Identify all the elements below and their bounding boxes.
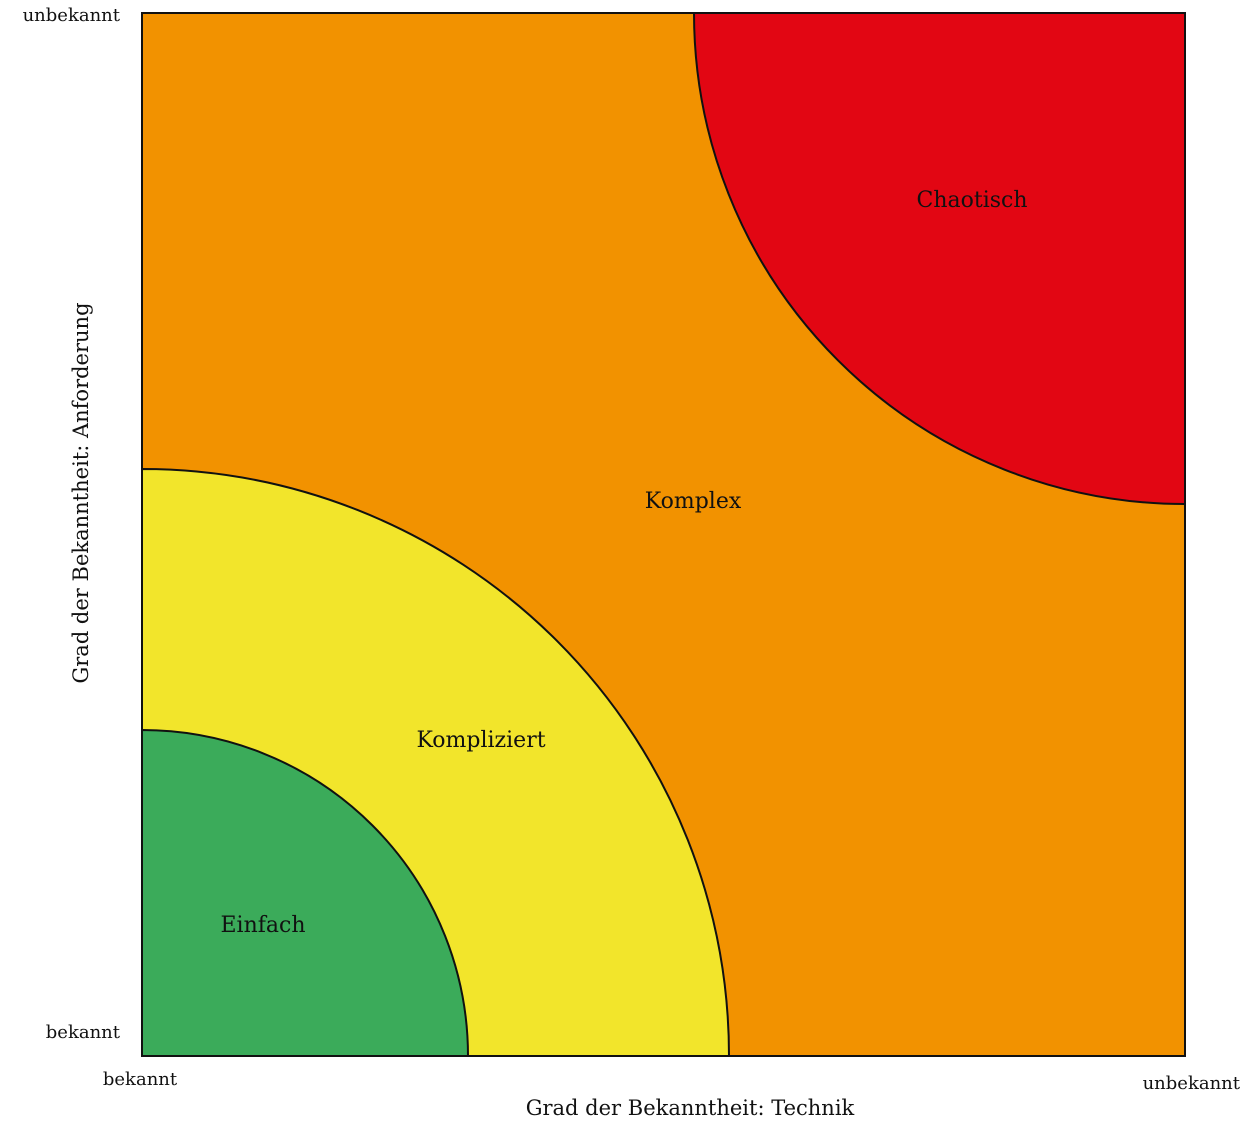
y-axis-top-label: unbekannt bbox=[23, 5, 121, 26]
label-kompliziert: Kompliziert bbox=[416, 728, 545, 753]
x-axis-right-label: unbekannt bbox=[1143, 1073, 1241, 1094]
x-axis-left-label: bekannt bbox=[103, 1069, 178, 1090]
diagram-frame bbox=[141, 12, 1186, 1057]
y-axis-title: Grad der Bekanntheit: Anforderung bbox=[69, 302, 93, 683]
label-komplex: Komplex bbox=[645, 489, 742, 514]
y-axis-bottom-label: bekannt bbox=[46, 1022, 121, 1043]
region-einfach bbox=[141, 728, 470, 1057]
label-einfach: Einfach bbox=[220, 913, 305, 938]
region-chaotisch bbox=[692, 12, 1186, 506]
label-chaotisch: Chaotisch bbox=[916, 188, 1027, 213]
x-axis-title: Grad der Bekanntheit: Technik bbox=[526, 1096, 855, 1120]
